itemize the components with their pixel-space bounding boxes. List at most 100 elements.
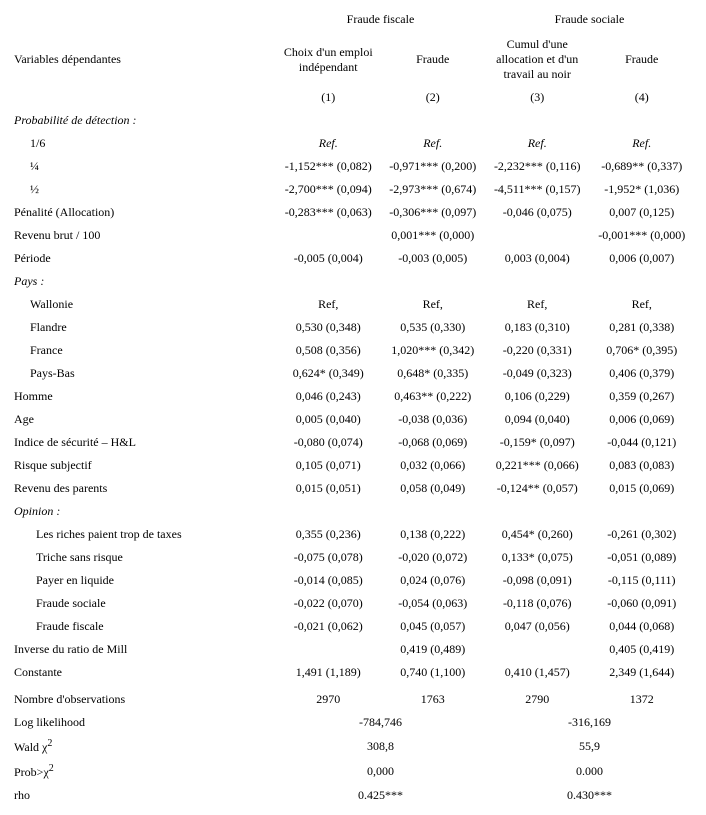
cell: -0,003 (0,005) — [380, 247, 484, 270]
cell: 0,454* (0,260) — [485, 523, 589, 546]
cell: Ref, — [380, 293, 484, 316]
cell: Ref, — [589, 293, 694, 316]
cell: 0,138 (0,222) — [380, 523, 484, 546]
cell: 1,491 (1,189) — [276, 661, 380, 684]
col-header-4: Fraude — [589, 33, 694, 86]
row-label: Fraude sociale — [12, 592, 276, 615]
table-row: ¼ -1,152*** (0,082) -0,971*** (0,200) -2… — [12, 155, 694, 178]
cell: Ref, — [485, 293, 589, 316]
cell: 0,032 (0,066) — [380, 454, 484, 477]
table-row: Homme 0,046 (0,243) 0,463** (0,222) 0,10… — [12, 385, 694, 408]
cell — [485, 224, 589, 247]
row-label: Revenu des parents — [12, 477, 276, 500]
table-row: Prob>χ2 0,000 0.000 — [12, 759, 694, 784]
cell: 0,045 (0,057) — [380, 615, 484, 638]
regression-table: Fraude fiscale Fraude sociale Variables … — [12, 8, 694, 807]
cell: -0,689** (0,337) — [589, 155, 694, 178]
cell: 0,003 (0,004) — [485, 247, 589, 270]
row-label: ½ — [12, 178, 276, 201]
cell: 0,058 (0,049) — [380, 477, 484, 500]
col-num-1: (1) — [276, 86, 380, 109]
cell: -1,952* (1,036) — [589, 178, 694, 201]
table-row: France 0,508 (0,356) 1,020*** (0,342) -0… — [12, 339, 694, 362]
row-label: France — [12, 339, 276, 362]
cell: -0,098 (0,091) — [485, 569, 589, 592]
cell: -0,075 (0,078) — [276, 546, 380, 569]
table-row: Période -0,005 (0,004) -0,003 (0,005) 0,… — [12, 247, 694, 270]
cell: 0,535 (0,330) — [380, 316, 484, 339]
row-label: Fraude fiscale — [12, 615, 276, 638]
cell: -4,511*** (0,157) — [485, 178, 589, 201]
section-prob-detect: Probabilité de détection : — [12, 109, 694, 132]
table-row: Triche sans risque -0,075 (0,078) -0,020… — [12, 546, 694, 569]
cell: 1,020*** (0,342) — [380, 339, 484, 362]
cell: 0,083 (0,083) — [589, 454, 694, 477]
cell: 0,463** (0,222) — [380, 385, 484, 408]
cell: -0,044 (0,121) — [589, 431, 694, 454]
section-opinion: Opinion : — [12, 500, 694, 523]
cell: -0,118 (0,076) — [485, 592, 589, 615]
table-row: Revenu brut / 100 0,001*** (0,000) -0,00… — [12, 224, 694, 247]
row-label: Prob>χ2 — [12, 759, 276, 784]
cell: 0,624* (0,349) — [276, 362, 380, 385]
dep-var-row: Variables dépendantes Choix d'un emploi … — [12, 33, 694, 86]
cell: 0,281 (0,338) — [589, 316, 694, 339]
cell: -2,700*** (0,094) — [276, 178, 380, 201]
cell: Ref. — [380, 132, 484, 155]
row-label: Nombre d'observations — [12, 684, 276, 711]
cell: 0,410 (1,457) — [485, 661, 589, 684]
cell: 0,359 (0,267) — [589, 385, 694, 408]
cell: 308,8 — [276, 734, 485, 759]
group-header-fiscale: Fraude fiscale — [276, 8, 485, 33]
cell: -0,306*** (0,097) — [380, 201, 484, 224]
cell: -0,038 (0,036) — [380, 408, 484, 431]
cell: Ref, — [276, 293, 380, 316]
cell — [276, 638, 380, 661]
cell: Ref. — [485, 132, 589, 155]
cell: -784,746 — [276, 711, 485, 734]
cell: 0,024 (0,076) — [380, 569, 484, 592]
col-num-3: (3) — [485, 86, 589, 109]
section-label: Probabilité de détection : — [12, 109, 694, 132]
cell: 0,419 (0,489) — [380, 638, 484, 661]
cell: 0,355 (0,236) — [276, 523, 380, 546]
row-label: Pénalité (Allocation) — [12, 201, 276, 224]
cell: 0,015 (0,069) — [589, 477, 694, 500]
cell: 0,183 (0,310) — [485, 316, 589, 339]
cell: 0,221*** (0,066) — [485, 454, 589, 477]
cell: -0,005 (0,004) — [276, 247, 380, 270]
group-header-sociale: Fraude sociale — [485, 8, 694, 33]
cell: -0,060 (0,091) — [589, 592, 694, 615]
cell — [485, 638, 589, 661]
cell: 2,349 (1,644) — [589, 661, 694, 684]
cell: -0,021 (0,062) — [276, 615, 380, 638]
section-label: Opinion : — [12, 500, 694, 523]
cell: -0,001*** (0,000) — [589, 224, 694, 247]
table-row: Pays-Bas 0,624* (0,349) 0,648* (0,335) -… — [12, 362, 694, 385]
row-label: rho — [12, 784, 276, 807]
col-header-3: Cumul d'une allocation et d'un travail a… — [485, 33, 589, 86]
cell: -0,068 (0,069) — [380, 431, 484, 454]
col-header-2: Fraude — [380, 33, 484, 86]
cell: 0,001*** (0,000) — [380, 224, 484, 247]
table-row: 1/6 Ref. Ref. Ref. Ref. — [12, 132, 694, 155]
table-row: Les riches paient trop de taxes 0,355 (0… — [12, 523, 694, 546]
cell: Ref. — [589, 132, 694, 155]
cell: 2790 — [485, 684, 589, 711]
row-label: Payer en liquide — [12, 569, 276, 592]
cell — [276, 224, 380, 247]
col-header-1: Choix d'un emploi indépendant — [276, 33, 380, 86]
cell: -0,124** (0,057) — [485, 477, 589, 500]
table-row: rho 0.425*** 0.430*** — [12, 784, 694, 807]
row-label: Homme — [12, 385, 276, 408]
table-row: Fraude fiscale -0,021 (0,062) 0,045 (0,0… — [12, 615, 694, 638]
cell: -0,014 (0,085) — [276, 569, 380, 592]
cell: 0,740 (1,100) — [380, 661, 484, 684]
cell: -0,283*** (0,063) — [276, 201, 380, 224]
table-row: Pénalité (Allocation) -0,283*** (0,063) … — [12, 201, 694, 224]
cell: 0,106 (0,229) — [485, 385, 589, 408]
cell: 0,006 (0,007) — [589, 247, 694, 270]
cell: 0,405 (0,419) — [589, 638, 694, 661]
cell: 0,007 (0,125) — [589, 201, 694, 224]
table-row: Flandre 0,530 (0,348) 0,535 (0,330) 0,18… — [12, 316, 694, 339]
